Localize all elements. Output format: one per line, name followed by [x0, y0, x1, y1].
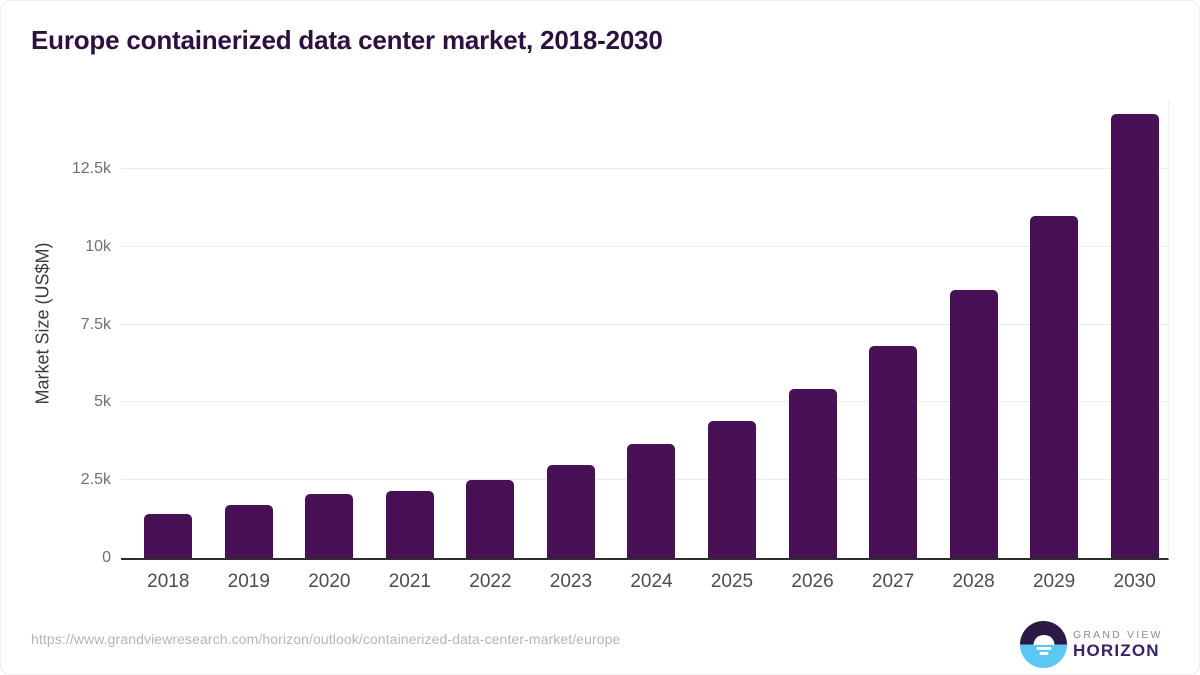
x-tick-label: 2028: [952, 571, 995, 592]
bar-2028: [949, 290, 998, 558]
logo-top-text: GRAND VIEW: [1073, 629, 1163, 641]
bar-2025: [707, 421, 756, 558]
sun-dome-shape: [1033, 634, 1054, 645]
x-tick-label: 2020: [308, 571, 351, 592]
bar-2024: [627, 444, 676, 558]
bar-2023: [546, 464, 595, 558]
y-tick-label: 2.5k: [80, 471, 111, 489]
x-tick-label: 2018: [147, 571, 190, 592]
plot-area: [121, 101, 1169, 560]
x-axis-tick-labels: 2018 2019 2020 2021 2022 2023 2024 2025 2026 2027…: [128, 571, 1175, 593]
y-tick-label: 5k: [94, 393, 111, 411]
y-tick-label: 10k: [85, 237, 111, 255]
bar-column: [1094, 101, 1175, 558]
x-tick-label: 2022: [469, 571, 512, 592]
x-tick-label: 2023: [549, 571, 593, 592]
x-tick-label: 2025: [710, 571, 754, 592]
gridline: [121, 401, 1168, 403]
bar-column: [209, 101, 290, 558]
source-url: https://www.grandviewresearch.com/horizo…: [31, 631, 621, 647]
bar-column: [289, 101, 370, 558]
bar-column: [933, 101, 1014, 558]
x-tick-label: 2027: [871, 571, 915, 592]
reflection-line-1: [1036, 646, 1051, 650]
gridline: [121, 168, 1168, 169]
bar-column: [692, 101, 773, 558]
bar-2030: [1110, 113, 1159, 558]
bar-2029: [1030, 215, 1079, 558]
bar-2021: [385, 491, 434, 558]
bar-column: [370, 101, 451, 558]
x-tick-label: 2030: [1113, 571, 1156, 592]
bar-column: [853, 101, 934, 558]
bar-2022: [466, 480, 515, 558]
x-tick-label: 2029: [1032, 571, 1076, 592]
bar-column: [1014, 101, 1095, 558]
bar-2020: [305, 494, 354, 558]
bar-2019: [224, 504, 273, 558]
x-tick-label: 2026: [791, 571, 834, 592]
bar-2018: [144, 514, 193, 558]
bar-column: [450, 101, 531, 558]
bar-2026: [788, 388, 837, 558]
horizon-sun-icon: [1020, 621, 1067, 668]
reflection-line-2: [1039, 652, 1048, 655]
logo-bottom-text: HORIZON: [1073, 641, 1160, 660]
logo-text: GRAND VIEW HORIZON: [1073, 629, 1163, 660]
x-tick-label: 2021: [388, 571, 431, 592]
bar-column: [772, 101, 853, 558]
bar-column: [531, 101, 612, 558]
bar-column: [611, 101, 692, 558]
bars: [128, 101, 1175, 558]
grand-view-horizon-logo: GRAND VIEW HORIZON: [1020, 621, 1163, 668]
chart-title: Europe containerized data center market,…: [31, 25, 663, 55]
gridline: [121, 245, 1168, 247]
bar-column: [128, 101, 209, 558]
y-tick-label: 0: [102, 549, 111, 566]
x-tick-label: 2024: [630, 571, 673, 592]
gridline: [121, 323, 1168, 325]
y-tick-label: 7.5k: [80, 315, 111, 333]
y-axis-tick-labels: 0 2.5k 5k 7.5k 10k 12.5k: [1, 101, 111, 566]
bar-2027: [869, 345, 918, 558]
x-tick-label: 2019: [227, 571, 270, 592]
y-tick-label: 12.5k: [71, 160, 111, 177]
